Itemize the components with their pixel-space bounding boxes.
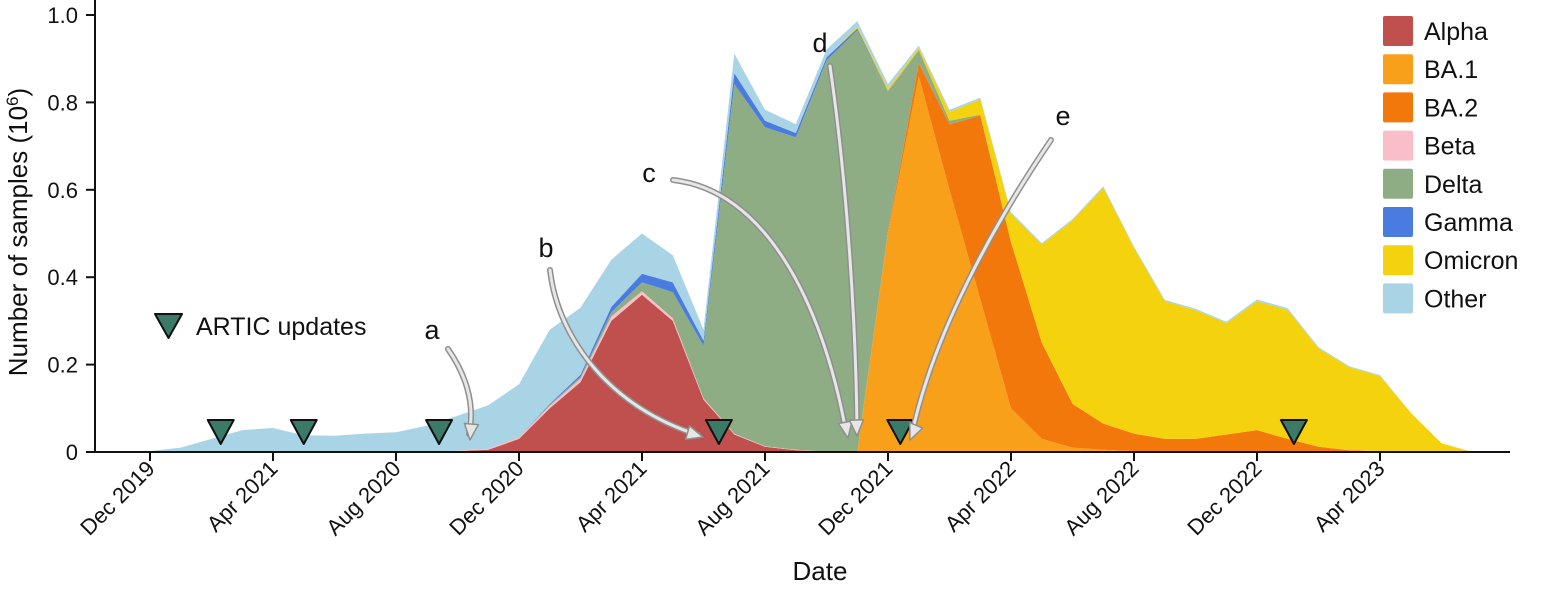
legend-label-other: Other bbox=[1424, 285, 1487, 313]
artic-update-marker bbox=[206, 419, 235, 445]
annotation-arrow-d bbox=[828, 64, 859, 432]
y-axis-label-text: Number of samples (10 bbox=[3, 106, 33, 376]
annotation-arrow-e bbox=[910, 138, 1053, 436]
x-tick-label: Apr 2021 bbox=[202, 456, 283, 537]
annotation-letter-a: a bbox=[424, 315, 440, 345]
annotation-arrow-b bbox=[548, 268, 700, 437]
y-tick-label: 0.6 bbox=[47, 178, 78, 203]
legend-label-ba2: BA.2 bbox=[1424, 94, 1478, 122]
legend-swatch-delta bbox=[1383, 168, 1413, 199]
area-omicron bbox=[150, 26, 1473, 453]
y-tick-label: 0.8 bbox=[47, 90, 78, 115]
annotation-arrowhead-d bbox=[848, 419, 865, 437]
y-tick-label: 0 bbox=[66, 440, 78, 465]
annotation-arrowhead-a bbox=[463, 422, 480, 441]
x-tick-label: Aug 2021 bbox=[690, 456, 774, 540]
annotation-letter-c: c bbox=[642, 158, 656, 188]
y-tick-label: 1.0 bbox=[47, 3, 78, 28]
artic-update-marker bbox=[425, 419, 454, 445]
legend-swatch-omicron bbox=[1383, 245, 1413, 276]
annotation-arrowhead-b bbox=[684, 425, 704, 441]
artic-updates-legend-marker bbox=[154, 313, 183, 339]
annotation-arrowhead-e bbox=[909, 421, 924, 441]
annotation-arrows: a b c d e bbox=[424, 28, 1071, 441]
x-tick-label: Dec 2019 bbox=[75, 456, 159, 540]
y-tick-label: 0.4 bbox=[47, 265, 78, 290]
annotation-letter-b: b bbox=[538, 233, 553, 263]
artic-update-marker bbox=[289, 419, 318, 445]
artic-update-markers bbox=[154, 313, 1308, 445]
legend-swatch-alpha bbox=[1383, 16, 1413, 46]
x-tick-label: Apr 2021 bbox=[571, 456, 652, 537]
y-axis-label-superscript: 6 bbox=[3, 96, 22, 105]
x-tick-label: Apr 2023 bbox=[1309, 456, 1390, 537]
legend-label-gamma: Gamma bbox=[1424, 209, 1513, 237]
stacked-areas bbox=[150, 21, 1473, 453]
legend-label-delta: Delta bbox=[1424, 171, 1482, 199]
y-tick-label: 0.2 bbox=[47, 353, 78, 378]
legend-swatch-gamma bbox=[1383, 207, 1413, 237]
x-tick-label: Dec 2020 bbox=[444, 456, 528, 540]
x-tick-label: Aug 2022 bbox=[1059, 456, 1143, 540]
legend-swatch-beta bbox=[1383, 130, 1413, 161]
legend: Alpha BA.1 BA.2 Beta Delta Gamma Omicron Other bbox=[1383, 16, 1518, 314]
annotation-arrowhead-c bbox=[837, 420, 853, 439]
annotation-arrow-c bbox=[671, 178, 848, 434]
annotation-letter-e: e bbox=[1055, 101, 1070, 131]
legend-label-alpha: Alpha bbox=[1424, 18, 1488, 46]
y-axis-label-suffix: ) bbox=[3, 88, 33, 97]
legend-label-beta: Beta bbox=[1424, 133, 1476, 161]
legend-label-omicron: Omicron bbox=[1424, 247, 1518, 275]
legend-swatch-ba1 bbox=[1383, 54, 1413, 85]
x-axis-label: Date bbox=[793, 556, 848, 586]
legend-label-ba1: BA.1 bbox=[1424, 56, 1478, 84]
annotation-letter-d: d bbox=[812, 28, 827, 58]
area-delta bbox=[150, 30, 1473, 453]
artic-update-marker bbox=[886, 419, 915, 445]
x-tick-label: Aug 2020 bbox=[321, 456, 405, 540]
legend-swatch-ba2 bbox=[1383, 92, 1413, 123]
artic-updates-legend-label: ARTIC updates bbox=[196, 313, 366, 341]
x-tick-label: Dec 2022 bbox=[1182, 456, 1266, 540]
x-tick-label: Apr 2022 bbox=[940, 456, 1021, 537]
x-tick-label: Dec 2021 bbox=[813, 456, 897, 540]
artic-update-marker bbox=[1279, 419, 1308, 445]
artic-update-marker bbox=[704, 419, 733, 445]
legend-swatch-other bbox=[1383, 283, 1413, 314]
y-axis-label: Number of samples (106) bbox=[3, 88, 33, 376]
